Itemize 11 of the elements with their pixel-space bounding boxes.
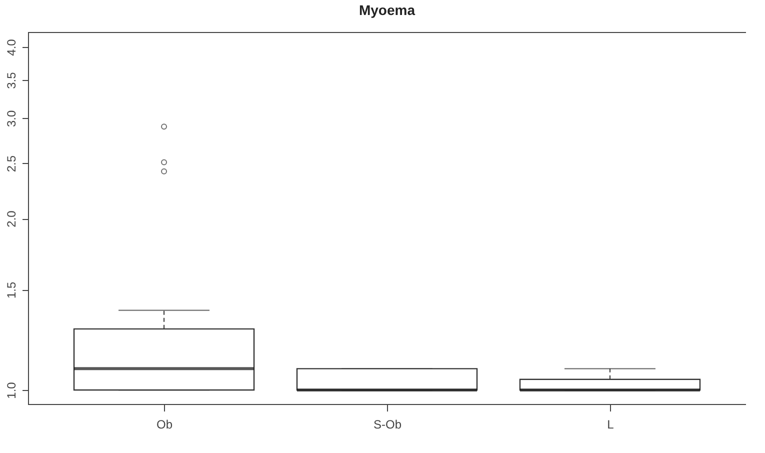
x-tick-label: Ob xyxy=(156,418,173,432)
y-tick-label: 1.0 xyxy=(4,382,18,399)
x-tick-label: S-Ob xyxy=(373,418,402,432)
y-tick-label: 2.5 xyxy=(4,155,18,172)
y-tick-label: 2.0 xyxy=(4,210,18,228)
y-tick-label: 4.0 xyxy=(4,38,18,56)
y-tick-label: 3.5 xyxy=(4,72,18,89)
x-tick-label: L xyxy=(607,418,614,432)
y-tick-label: 1.5 xyxy=(4,282,18,299)
y-tick-label: 3.0 xyxy=(4,110,18,128)
chart-title: Myoema xyxy=(358,2,416,18)
